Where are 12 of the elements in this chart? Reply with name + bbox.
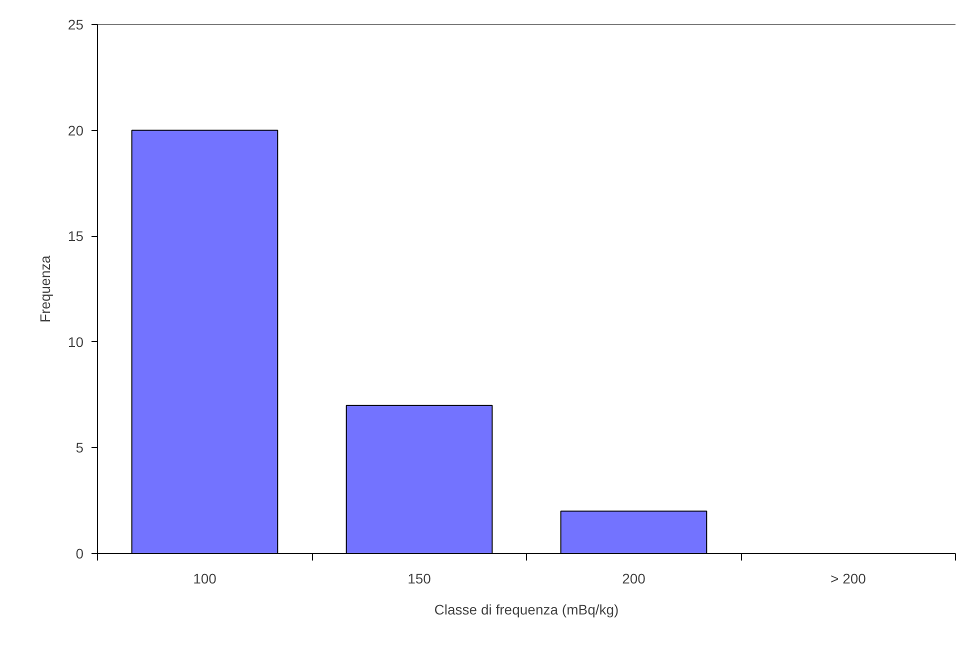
- y-tick-label: 0: [76, 546, 84, 562]
- y-tick-label: 20: [68, 122, 84, 138]
- x-tick-label: > 200: [830, 570, 866, 586]
- y-tick-label: 15: [68, 228, 84, 244]
- y-tick-label: 25: [68, 16, 84, 32]
- y-tick-label: 5: [76, 440, 84, 456]
- x-axis-title: Classe di frequenza (mBq/kg): [434, 602, 619, 618]
- x-tick-label: 200: [622, 570, 646, 586]
- x-tick-label: 150: [408, 570, 432, 586]
- x-tick-label: 100: [193, 570, 217, 586]
- y-tick-label: 10: [68, 334, 84, 350]
- y-axis-title: Frequenza: [36, 255, 53, 322]
